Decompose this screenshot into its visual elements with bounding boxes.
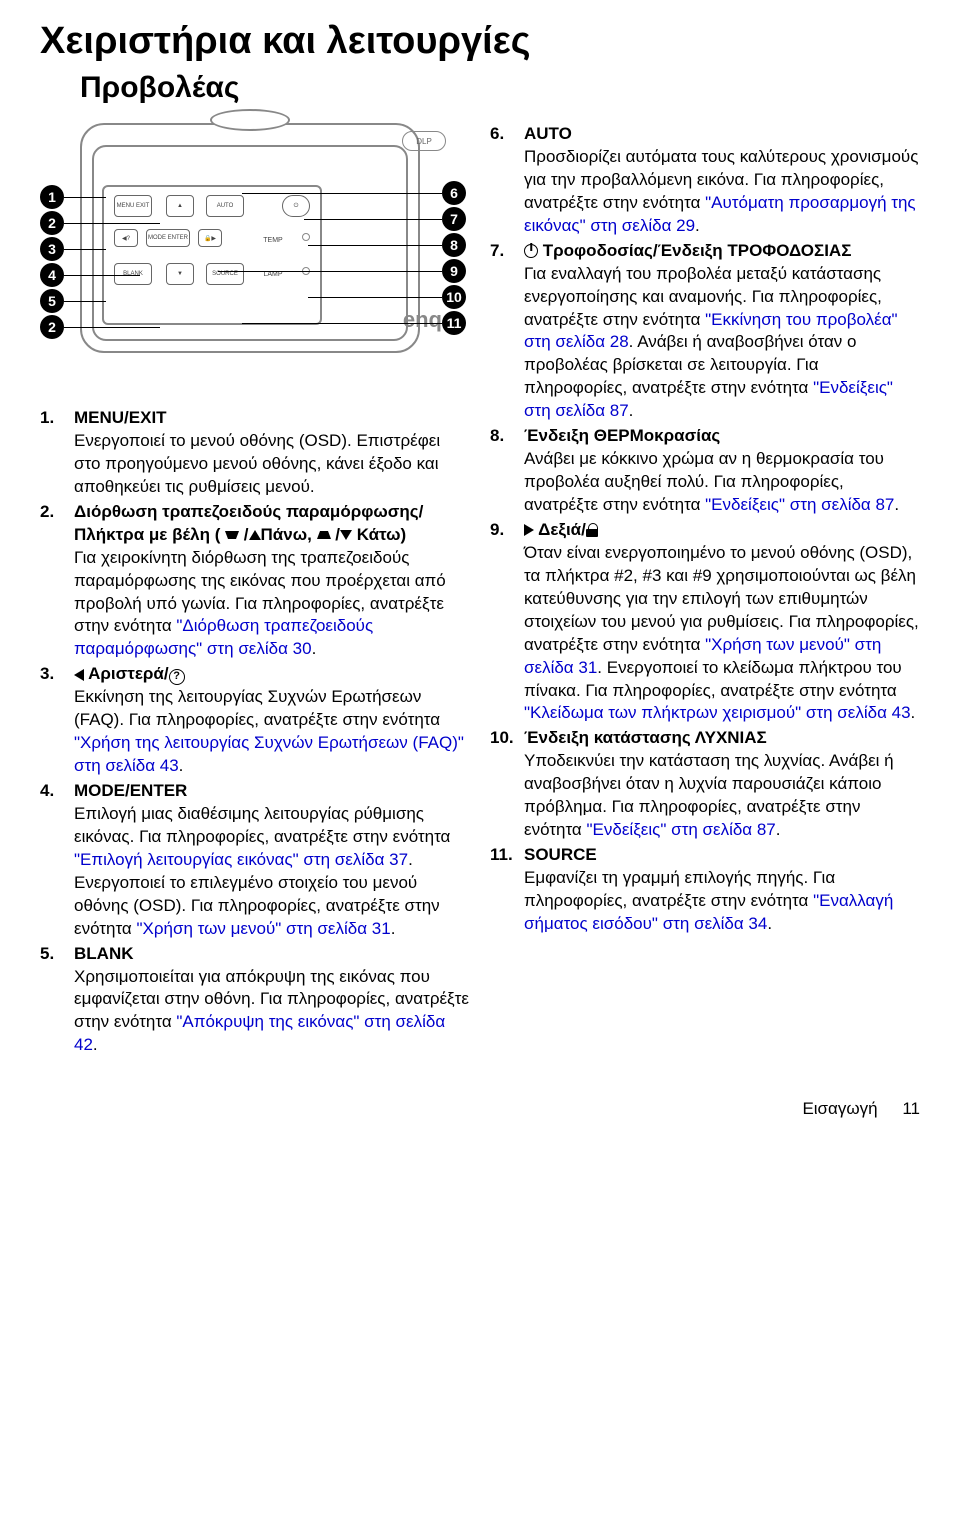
item-desc-post: . (408, 850, 413, 869)
btn-auto: AUTO (206, 195, 244, 217)
item-desc-post: . (894, 495, 899, 514)
item-link: "Ενδείξεις" στη σελίδα 87 (705, 495, 894, 514)
item-desc-post: . (776, 820, 781, 839)
callout-11: 11 (442, 311, 466, 335)
question-icon: ? (169, 669, 185, 685)
item-title: Τροφοδοσίας/Ένδειξη ΤΡΟΦΟΔΟΣΙΑΣ (543, 241, 852, 260)
projector-diagram: DLP MENU EXIT ▲ AUTO ⏻ ◀? MODE ENTER 🔒▶ … (40, 123, 460, 383)
item-link: "Κλείδωμα των πλήκτρων χειρισμού" στη σε… (524, 703, 911, 722)
list-item: 10. Ένδειξη κατάστασης ΛΥΧΝΙΑΣ Υποδεικνύ… (490, 727, 920, 842)
item-title: BLANK (74, 944, 134, 963)
callout-9: 9 (442, 259, 466, 283)
list-item: 8. Ένδειξη ΘΕΡΜοκρασίας Ανάβει με κόκκιν… (490, 425, 920, 517)
btn-source: SOURCE (206, 263, 244, 285)
btn-down: ▼ (166, 263, 194, 285)
item-number: 2. (40, 501, 74, 662)
btn-menu-exit: MENU EXIT (114, 195, 152, 217)
item-number: 10. (490, 727, 524, 842)
power-icon (524, 244, 538, 258)
item-number: 7. (490, 240, 524, 424)
list-item: 3. Αριστερά/? Εκκίνηση της λειτουργίας Σ… (40, 663, 470, 778)
callout-10: 10 (442, 285, 466, 309)
item-desc-post: . (911, 703, 916, 722)
callout-7: 7 (442, 207, 466, 231)
item-desc: Ενεργοποιεί το μενού οθόνης (OSD). Επιστ… (74, 431, 440, 496)
list-item: 9. Δεξιά/ Όταν είναι ενεργοποιημένο το μ… (490, 519, 920, 725)
item-title: MENU/EXIT (74, 408, 167, 427)
item-desc-post: . (312, 639, 317, 658)
btn-left: ◀? (114, 229, 138, 247)
item-desc-post: . (391, 919, 396, 938)
list-item: 7. Τροφοδοσίας/Ένδειξη ΤΡΟΦΟΔΟΣΙΑΣ Για ε… (490, 240, 920, 424)
btn-mode-enter: MODE ENTER (146, 229, 190, 247)
item-link: "Επιλογή λειτουργίας εικόνας" στη σελίδα… (74, 850, 408, 869)
item-number: 4. (40, 780, 74, 941)
list-item: 5. BLANK Χρησιμοποιείται για απόκρυψη τη… (40, 943, 470, 1058)
keystone-narrow-icon (225, 531, 239, 539)
item-title: SOURCE (524, 845, 597, 864)
left-arrow-icon (74, 669, 84, 681)
down-arrow-icon (340, 530, 352, 540)
item-number: 8. (490, 425, 524, 517)
item-title: Ένδειξη κατάστασης ΛΥΧΝΙΑΣ (524, 728, 767, 747)
item-desc-post: . (629, 401, 634, 420)
item-desc: Επιλογή μιας διαθέσιμης λειτουργίας ρύθμ… (74, 804, 450, 846)
item-desc-post: . (767, 914, 772, 933)
btn-right: 🔒▶ (198, 229, 222, 247)
callout-8: 8 (442, 233, 466, 257)
item-desc-post: . (597, 658, 602, 677)
item-number: 9. (490, 519, 524, 725)
lbl-temp: TEMP (254, 229, 292, 251)
callout-5: 5 (40, 289, 64, 313)
footer-page-number: 11 (902, 1099, 920, 1118)
list-item: 6. AUTO Προσδιορίζει αυτόματα τους καλύτ… (490, 123, 920, 238)
item-number: 11. (490, 844, 524, 936)
item-title: AUTO (524, 124, 572, 143)
brand-logo: enq (403, 307, 442, 333)
callout-4: 4 (40, 263, 64, 287)
list-item: 4. MODE/ENTER Επιλογή μιας διαθέσιμης λε… (40, 780, 470, 941)
item-number: 5. (40, 943, 74, 1058)
item-desc-post: . (629, 332, 634, 351)
item-link: "Ενδείξεις" στη σελίδα 87 (587, 820, 776, 839)
item-desc: Εκκίνηση της λειτουργίας Συχνών Ερωτήσεω… (74, 687, 440, 729)
list-item: 11. SOURCE Εμφανίζει τη γραμμή επιλογής … (490, 844, 920, 936)
callout-3: 3 (40, 237, 64, 261)
dlp-badge: DLP (402, 131, 446, 151)
item-number: 1. (40, 407, 74, 499)
section-title: Προβολέας (80, 71, 920, 105)
page-footer: Εισαγωγή 11 (40, 1099, 920, 1119)
callout-6: 6 (442, 181, 466, 205)
item-link: "Χρήση της λειτουργίας Συχνών Ερωτήσεων … (74, 733, 464, 775)
item-number: 6. (490, 123, 524, 238)
btn-up: ▲ (166, 195, 194, 217)
item-link: "Χρήση των μενού" στη σελίδα 31 (137, 919, 391, 938)
item-desc-post: . (93, 1035, 98, 1054)
item-title: Ένδειξη ΘΕΡΜοκρασίας (524, 426, 720, 445)
list-item: 1. MENU/EXIT Ενεργοποιεί το μενού οθόνης… (40, 407, 470, 499)
list-item: 2. Διόρθωση τραπεζοειδούς παραμόρφωσης/Π… (40, 501, 470, 662)
item-desc: Εμφανίζει τη γραμμή επιλογής πηγής. Για … (524, 868, 835, 910)
lbl-lamp: LAMP (254, 263, 292, 285)
footer-section-label: Εισαγωγή (802, 1099, 877, 1118)
item-title: Αριστερά/ (88, 664, 169, 683)
item-desc-post: . (695, 216, 700, 235)
right-arrow-icon (524, 524, 534, 536)
btn-power: ⏻ (282, 195, 310, 217)
up-arrow-icon (249, 530, 261, 540)
item-title: MODE/ENTER (74, 781, 187, 800)
btn-blank: BLANK (114, 263, 152, 285)
callout-2a: 2 (40, 211, 64, 235)
item-desc-post: . (179, 756, 184, 775)
page-title: Χειριστήρια και λειτουργίες (40, 20, 920, 63)
lock-icon (586, 523, 598, 537)
keystone-wide-icon (317, 531, 331, 539)
callout-1: 1 (40, 185, 64, 209)
item-number: 3. (40, 663, 74, 778)
item-title: Δεξιά/ (538, 520, 586, 539)
callout-2b: 2 (40, 315, 64, 339)
